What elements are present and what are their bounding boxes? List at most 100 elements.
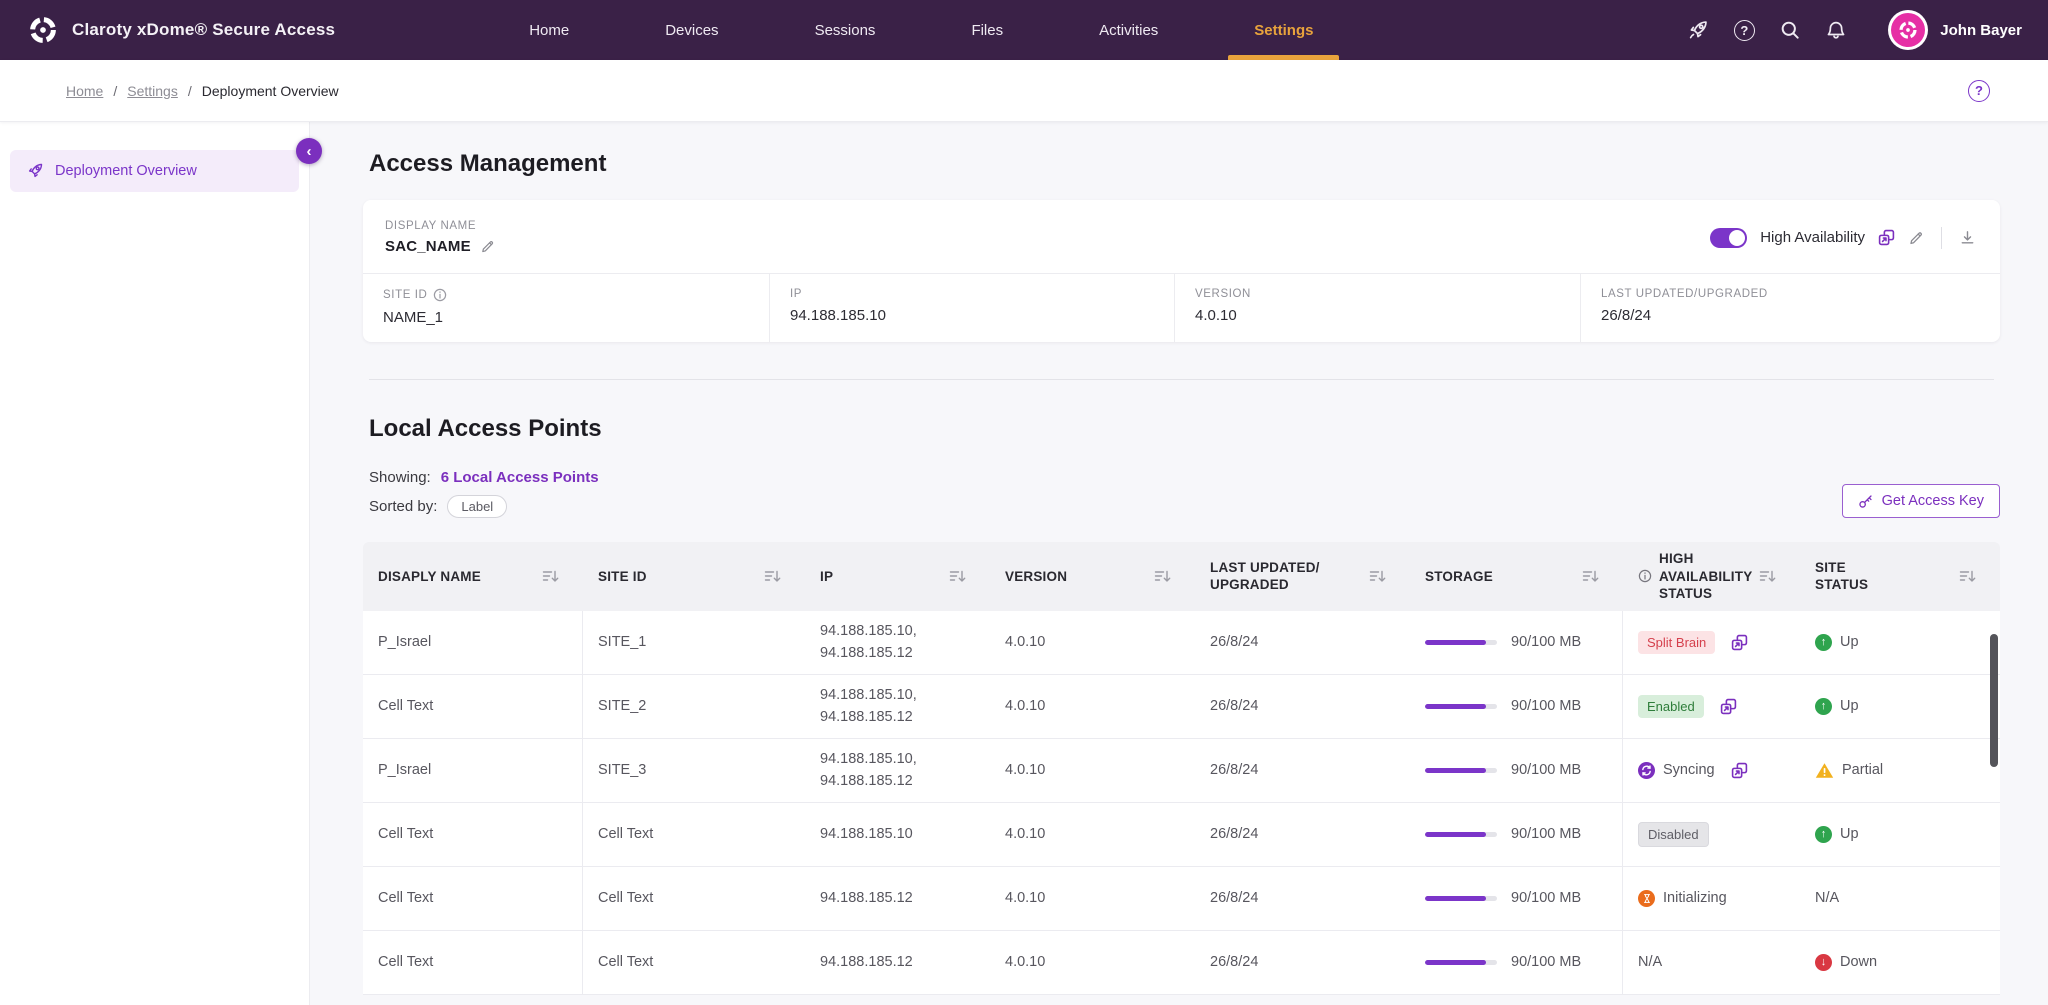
table-row[interactable]: Cell TextCell Text94.188.185.124.0.1026/…: [363, 867, 2000, 931]
column-label: VERSION: [1005, 568, 1067, 586]
cell-storage: 90/100 MB: [1410, 867, 1623, 930]
avatar: [1888, 10, 1928, 50]
table-row[interactable]: Cell TextCell Text94.188.185.124.0.1026/…: [363, 931, 2000, 995]
info-icon[interactable]: [433, 288, 447, 302]
cell-ha-status: Syncing: [1623, 739, 1800, 802]
edit-ha-icon[interactable]: [1908, 230, 1924, 246]
column-header-storage: STORAGE: [1410, 542, 1623, 611]
nav-item-devices[interactable]: Devices: [621, 0, 762, 60]
download-icon[interactable]: [1959, 229, 1976, 246]
ha-pair-icon[interactable]: [1731, 634, 1748, 651]
field-value: 4.0.10: [1195, 307, 1560, 324]
column-header-ip: IP: [805, 542, 990, 611]
cell-ip: 94.188.185.10: [805, 803, 990, 866]
storage-value: 90/100 MB: [1511, 890, 1581, 906]
cell-last-updated: 26/8/24: [1195, 931, 1410, 994]
access-management-card: DISPLAY NAME SAC_NAME High Availability: [363, 200, 2000, 342]
nav-item-sessions[interactable]: Sessions: [771, 0, 920, 60]
cell-ip: 94.188.185.10,94.188.185.12: [805, 611, 990, 674]
filter-sort-icon[interactable]: [764, 569, 781, 584]
cell-ip: 94.188.185.12: [805, 931, 990, 994]
cell-version: 4.0.10: [990, 803, 1195, 866]
filter-sort-icon[interactable]: [542, 569, 559, 584]
table-row[interactable]: Cell TextSITE_294.188.185.10,94.188.185.…: [363, 675, 2000, 739]
ha-status-badge: Disabled: [1638, 822, 1709, 847]
breadcrumb-bar: Home/Settings/Deployment Overview ?: [0, 60, 2048, 122]
rocket-icon[interactable]: [1686, 18, 1710, 42]
page-help-icon[interactable]: ?: [1968, 80, 1990, 102]
search-icon[interactable]: [1778, 18, 1802, 42]
sidebar-item-label: Deployment Overview: [55, 163, 197, 179]
ha-pair-icon[interactable]: [1878, 229, 1895, 246]
cell-display-name: Cell Text: [363, 867, 583, 930]
cell-last-updated: 26/8/24: [1195, 739, 1410, 802]
help-icon[interactable]: ?: [1732, 18, 1756, 42]
filter-sort-icon[interactable]: [1959, 569, 1976, 584]
table-body: P_IsraelSITE_194.188.185.10,94.188.185.1…: [363, 611, 2000, 995]
brand: Claroty xDome® Secure Access: [28, 15, 335, 45]
sidebar-item-deployment-overview[interactable]: Deployment Overview: [10, 150, 299, 192]
nav-item-files[interactable]: Files: [927, 0, 1047, 60]
filter-sort-icon[interactable]: [949, 569, 966, 584]
filter-sort-icon[interactable]: [1369, 569, 1386, 584]
cell-site-status: N/A: [1800, 867, 2000, 930]
storage-value: 90/100 MB: [1511, 698, 1581, 714]
table-row[interactable]: P_IsraelSITE_194.188.185.10,94.188.185.1…: [363, 611, 2000, 675]
breadcrumb-item-home[interactable]: Home: [66, 83, 103, 99]
cell-last-updated: 26/8/24: [1195, 675, 1410, 738]
nav-item-activities[interactable]: Activities: [1055, 0, 1202, 60]
column-label: LAST UPDATED/UPGRADED: [1210, 559, 1320, 594]
cell-display-name: Cell Text: [363, 675, 583, 738]
field-label: LAST UPDATED/UPGRADED: [1601, 288, 1980, 300]
column-header-disaply-name: DISAPLY NAME: [363, 542, 583, 611]
settings-sidebar: Deployment Overview ‹: [0, 122, 310, 1005]
sort-chip-label[interactable]: Label: [447, 495, 507, 518]
site-status-label: N/A: [1815, 890, 1839, 906]
section-divider: [369, 379, 1994, 380]
cell-ip: 94.188.185.10,94.188.185.12: [805, 739, 990, 802]
high-availability-toggle[interactable]: [1710, 228, 1747, 248]
filter-sort-icon[interactable]: [1582, 569, 1599, 584]
site-status-label: Up: [1840, 826, 1859, 842]
info-icon[interactable]: [1638, 569, 1652, 583]
showing-count-link[interactable]: 6 Local Access Points: [441, 469, 599, 486]
get-access-key-button[interactable]: Get Access Key: [1842, 484, 2000, 518]
nav-item-home[interactable]: Home: [485, 0, 613, 60]
site-up-icon: ↑: [1815, 698, 1832, 715]
storage-bar: [1425, 704, 1497, 709]
display-name-label: DISPLAY NAME: [385, 220, 495, 232]
filter-sort-icon[interactable]: [1759, 569, 1776, 584]
cell-site-status: ↑Up: [1800, 611, 2000, 674]
local-access-points-table: DISAPLY NAME SITE ID IP VERSION LAST UPDATED…: [363, 542, 2000, 995]
breadcrumb-item-settings[interactable]: Settings: [127, 83, 178, 99]
field-value: NAME_1: [383, 309, 749, 326]
filter-sort-icon[interactable]: [1154, 569, 1171, 584]
column-label: SITE ID: [598, 568, 647, 586]
main-content: Access Management DISPLAY NAME SAC_NAME: [310, 122, 2048, 1005]
user-menu[interactable]: John Bayer: [1888, 10, 2022, 50]
nav-item-settings[interactable]: Settings: [1210, 0, 1357, 60]
column-label: IP: [820, 568, 833, 586]
table-row[interactable]: Cell TextCell Text94.188.185.104.0.1026/…: [363, 803, 2000, 867]
cell-display-name: Cell Text: [363, 931, 583, 994]
cell-version: 4.0.10: [990, 611, 1195, 674]
access-management-title: Access Management: [369, 150, 2000, 178]
storage-value: 90/100 MB: [1511, 826, 1581, 842]
cell-ip: 94.188.185.12: [805, 867, 990, 930]
sidebar-collapse-button[interactable]: ‹: [296, 138, 322, 164]
cell-last-updated: 26/8/24: [1195, 867, 1410, 930]
edit-display-name-icon[interactable]: [480, 239, 495, 254]
ha-pair-icon[interactable]: [1720, 698, 1737, 715]
table-scrollbar[interactable]: [1990, 634, 1998, 767]
cell-site-id: SITE_2: [583, 675, 805, 738]
claroty-logo-icon: [28, 15, 58, 45]
notifications-icon[interactable]: [1824, 18, 1848, 42]
cell-storage: 90/100 MB: [1410, 739, 1623, 802]
breadcrumb-item-deployment-overview: Deployment Overview: [202, 83, 339, 99]
table-row[interactable]: P_IsraelSITE_394.188.185.10,94.188.185.1…: [363, 739, 2000, 803]
cell-version: 4.0.10: [990, 739, 1195, 802]
initializing-icon: [1638, 890, 1655, 907]
ha-pair-icon[interactable]: [1731, 762, 1748, 779]
access-management-fields: SITE IDNAME_1IP94.188.185.10VERSION4.0.1…: [363, 273, 2000, 342]
cell-version: 4.0.10: [990, 675, 1195, 738]
